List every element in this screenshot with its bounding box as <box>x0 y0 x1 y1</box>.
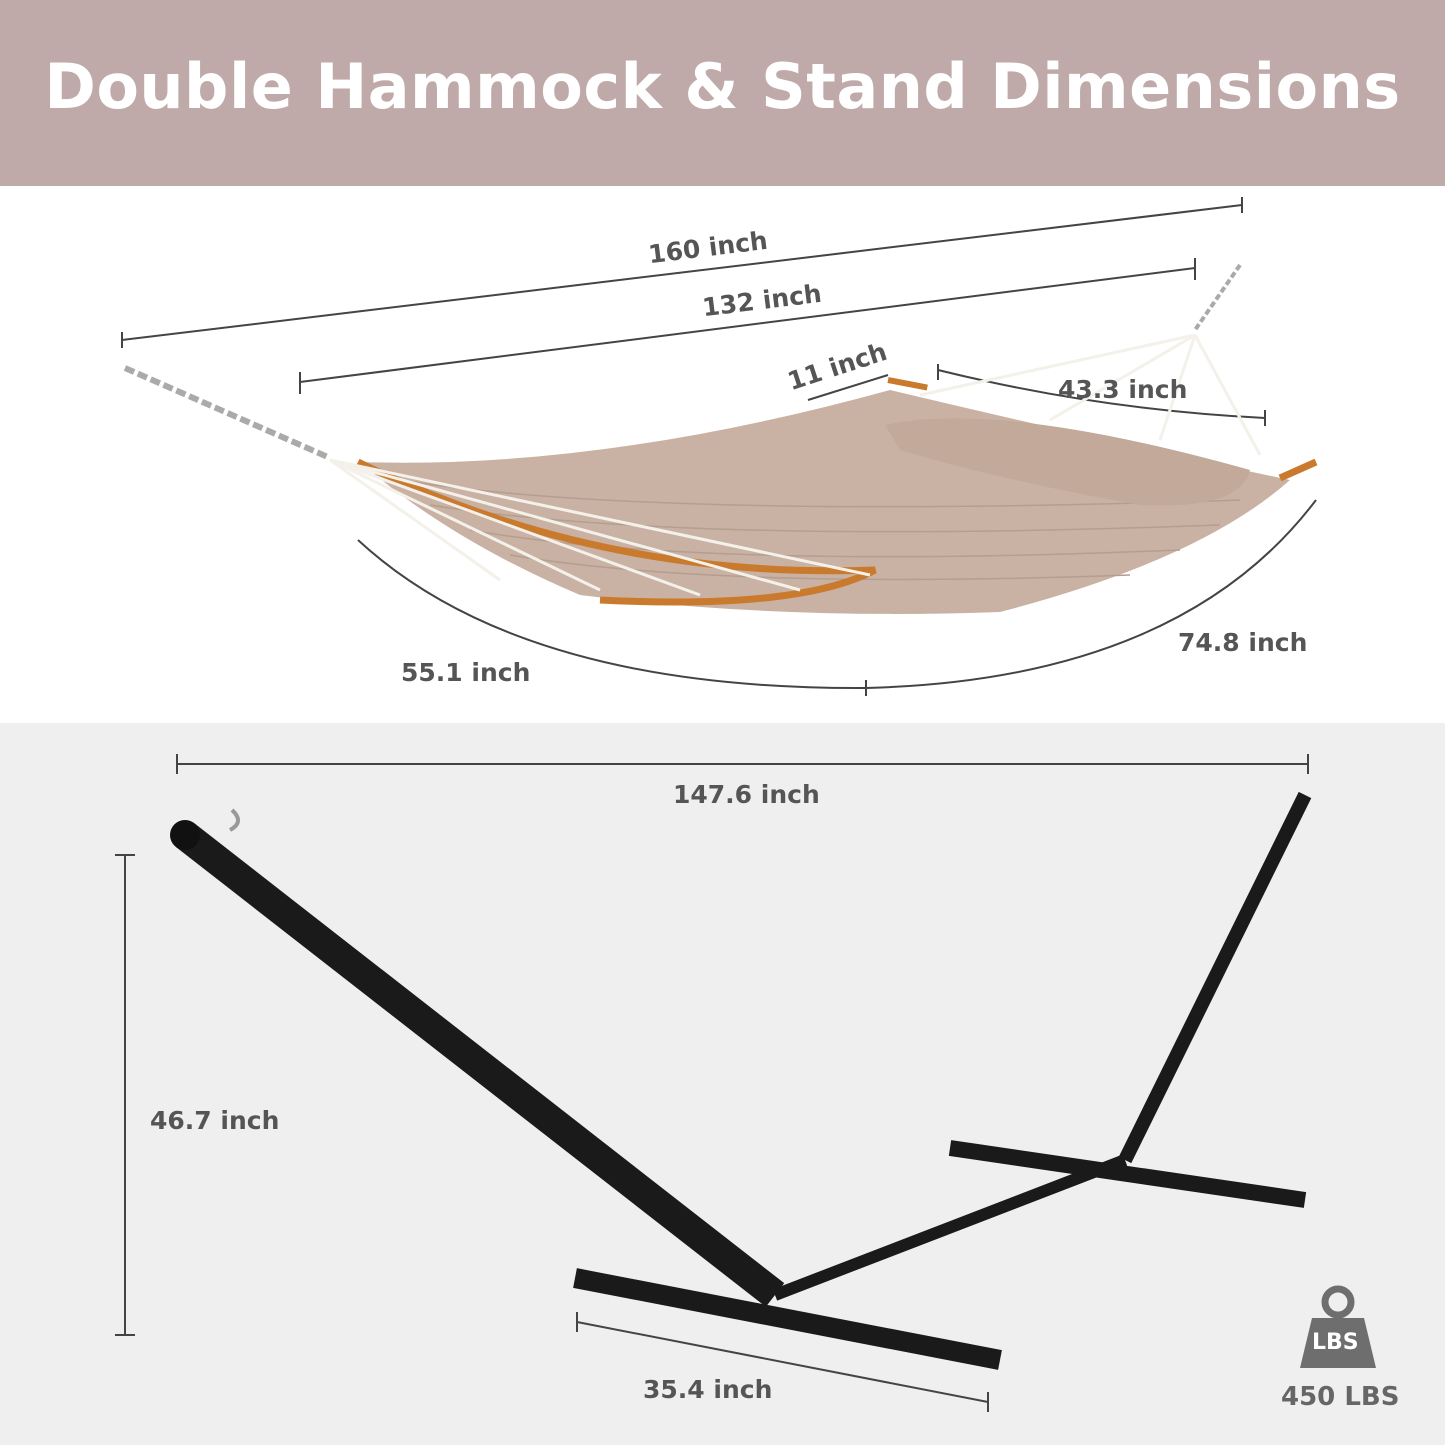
stand-dimension-lines <box>115 754 1309 1412</box>
dim-35-label: 35.4 inch <box>643 1375 773 1404</box>
page-title: Double Hammock & Stand Dimensions <box>44 49 1401 123</box>
dim-74-label: 74.8 inch <box>1178 628 1308 657</box>
weight-icon <box>1300 1285 1376 1368</box>
hammock-dimension-lines <box>121 197 1317 696</box>
weight-icon-text: LBS <box>1312 1330 1359 1355</box>
header-banner: Double Hammock & Stand Dimensions <box>0 0 1445 186</box>
hammock-image <box>123 263 1318 614</box>
dim-43-label: 43.3 inch <box>1058 375 1188 404</box>
stand-section <box>0 723 1445 1445</box>
capacity-label: 450 LBS <box>1281 1382 1400 1412</box>
dim-147-label: 147.6 inch <box>673 780 820 809</box>
dim-55-label: 55.1 inch <box>401 658 531 687</box>
stand-image <box>170 791 1312 1370</box>
dim-46-label: 46.7 inch <box>150 1106 280 1135</box>
